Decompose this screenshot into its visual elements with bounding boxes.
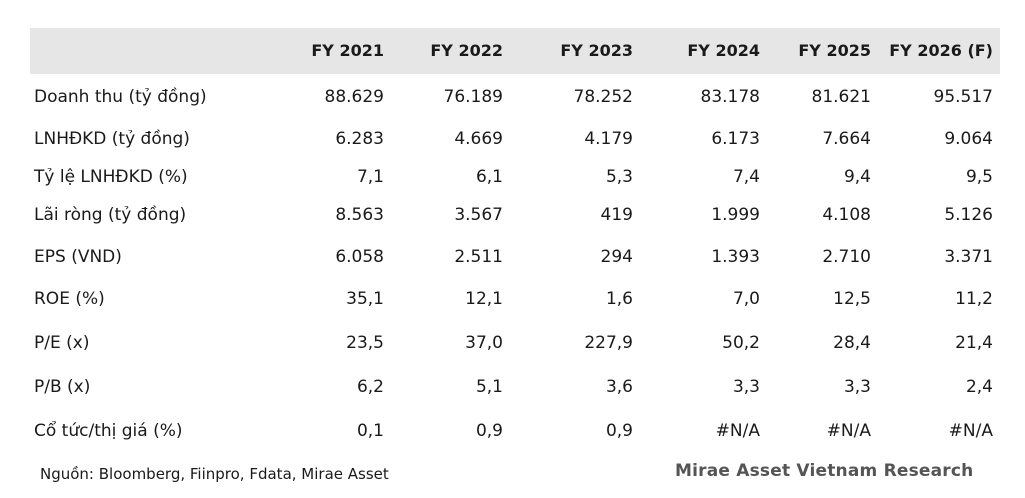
table-cell: 1.999 (711, 205, 760, 225)
table-row: Tỷ lệ LNHĐKD (%) 7,1 6,1 5,3 7,4 9,4 9,5 (30, 162, 1000, 192)
table-cell: 0,9 (605, 421, 633, 441)
table-cell: 37,0 (465, 333, 503, 353)
table-cell: 0,1 (356, 421, 384, 441)
table-cell: 1,6 (605, 289, 633, 309)
table-cell: 4.108 (822, 205, 871, 225)
row-label: ROE (%) (34, 289, 105, 309)
table-header: FY 2021 FY 2022 FY 2023 FY 2024 FY 2025 … (30, 28, 1000, 74)
table-cell: 2,4 (965, 377, 993, 397)
table-cell: 5,3 (605, 167, 633, 187)
table-cell: 35,1 (346, 289, 384, 309)
row-label: EPS (VND) (34, 247, 122, 267)
table-cell: 6.283 (335, 129, 384, 149)
table-cell: 2.511 (454, 247, 503, 267)
row-label: LNHĐKD (tỷ đồng) (34, 129, 190, 149)
table-row: P/B (x) 6,2 5,1 3,6 3,3 3,3 2,4 (30, 372, 1000, 402)
table-row: LNHĐKD (tỷ đồng) 6.283 4.669 4.179 6.173… (30, 124, 1000, 154)
table-cell: 12,5 (833, 289, 871, 309)
table-cell: 6,2 (356, 377, 384, 397)
table-cell: 81.621 (811, 87, 871, 107)
source-note: Nguồn: Bloomberg, Fiinpro, Fdata, Mirae … (40, 465, 389, 483)
table-cell: 9,5 (965, 167, 993, 187)
table-cell: 2.710 (822, 247, 871, 267)
row-label: P/E (x) (34, 333, 90, 353)
table-cell: 11,2 (955, 289, 993, 309)
table-cell: 5.126 (944, 205, 993, 225)
table-cell: 3,3 (843, 377, 871, 397)
table-cell: 0,9 (475, 421, 503, 441)
table-cell: 7,4 (732, 167, 760, 187)
table-cell: 1.393 (711, 247, 760, 267)
table-row: EPS (VND) 6.058 2.511 294 1.393 2.710 3.… (30, 242, 1000, 272)
table-cell: 7,0 (732, 289, 760, 309)
table-row: ROE (%) 35,1 12,1 1,6 7,0 12,5 11,2 (30, 284, 1000, 314)
research-brand: Mirae Asset Vietnam Research (675, 461, 974, 481)
table-cell: 294 (600, 247, 633, 267)
table-cell: 88.629 (324, 87, 384, 107)
table-cell: 6.173 (711, 129, 760, 149)
table-cell: 7.664 (822, 129, 871, 149)
row-label: Cổ tức/thị giá (%) (34, 421, 183, 441)
table-cell: 5,1 (475, 377, 503, 397)
row-label: Tỷ lệ LNHĐKD (%) (34, 167, 188, 187)
table-cell: 9,4 (843, 167, 871, 187)
row-label: P/B (x) (34, 377, 91, 397)
table-cell: 3,3 (732, 377, 760, 397)
table-cell: 3,6 (605, 377, 633, 397)
table-cell: 419 (600, 205, 633, 225)
table-cell: 83.178 (700, 87, 760, 107)
column-header-fy2022: FY 2022 (430, 41, 503, 60)
table-row: Cổ tức/thị giá (%) 0,1 0,9 0,9 #N/A #N/A… (30, 416, 1000, 446)
table-cell: 28,4 (833, 333, 871, 353)
table-cell: 4.179 (584, 129, 633, 149)
column-header-fy2025: FY 2025 (798, 41, 871, 60)
table-row: Doanh thu (tỷ đồng) 88.629 76.189 78.252… (30, 82, 1000, 112)
table-cell: 95.517 (933, 87, 993, 107)
table-cell: 7,1 (356, 167, 384, 187)
table-cell: 3.567 (454, 205, 503, 225)
table-cell: 78.252 (573, 87, 633, 107)
column-header-fy2021: FY 2021 (311, 41, 384, 60)
table-cell: 50,2 (722, 333, 760, 353)
table-cell: 12,1 (465, 289, 503, 309)
column-header-fy2023: FY 2023 (560, 41, 633, 60)
table-cell: 4.669 (454, 129, 503, 149)
table-cell: #N/A (826, 421, 871, 441)
table-cell: 23,5 (346, 333, 384, 353)
table-cell: 9.064 (944, 129, 993, 149)
table-cell: 227,9 (584, 333, 633, 353)
table-row: P/E (x) 23,5 37,0 227,9 50,2 28,4 21,4 (30, 328, 1000, 358)
table-cell: #N/A (715, 421, 760, 441)
table-row: Lãi ròng (tỷ đồng) 8.563 3.567 419 1.999… (30, 200, 1000, 230)
column-header-fy2024: FY 2024 (687, 41, 760, 60)
column-header-fy2026f: FY 2026 (F) (889, 41, 993, 60)
table-cell: 6.058 (335, 247, 384, 267)
table-cell: #N/A (948, 421, 993, 441)
table-cell: 8.563 (335, 205, 384, 225)
row-label: Doanh thu (tỷ đồng) (34, 87, 207, 107)
table-cell: 6,1 (475, 167, 503, 187)
table-cell: 21,4 (955, 333, 993, 353)
table-cell: 76.189 (443, 87, 503, 107)
table-cell: 3.371 (944, 247, 993, 267)
row-label: Lãi ròng (tỷ đồng) (34, 205, 187, 225)
